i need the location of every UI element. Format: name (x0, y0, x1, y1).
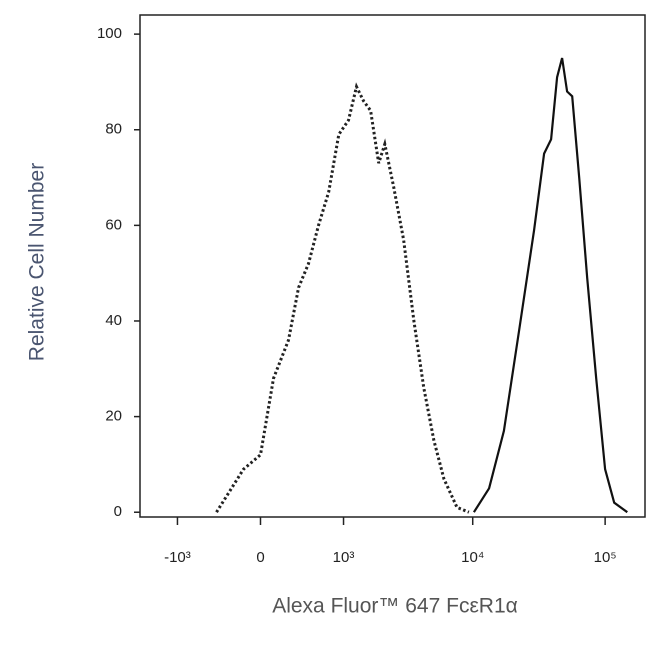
y-axis-title: Relative Cell Number (26, 163, 49, 361)
y-tick-label: 60 (105, 216, 122, 233)
histogram-line (215, 82, 470, 514)
y-tick-label: 80 (105, 121, 122, 138)
y-tick-label: 20 (105, 408, 122, 425)
x-tick-label: 10⁵ (594, 549, 617, 566)
x-tick-label: 10⁴ (461, 549, 484, 566)
y-tick-label: 100 (97, 25, 122, 42)
x-tick-label: 10³ (333, 549, 355, 566)
y-tick-label: 40 (105, 312, 122, 329)
y-tick-label: 0 (114, 503, 122, 520)
x-tick-label: 0 (256, 549, 264, 566)
plot-frame (139, 14, 646, 518)
x-axis-title: Alexa Fluor™ 647 FcεR1α (272, 595, 518, 618)
x-tick-label: -10³ (164, 549, 191, 566)
histogram-line (472, 57, 628, 514)
